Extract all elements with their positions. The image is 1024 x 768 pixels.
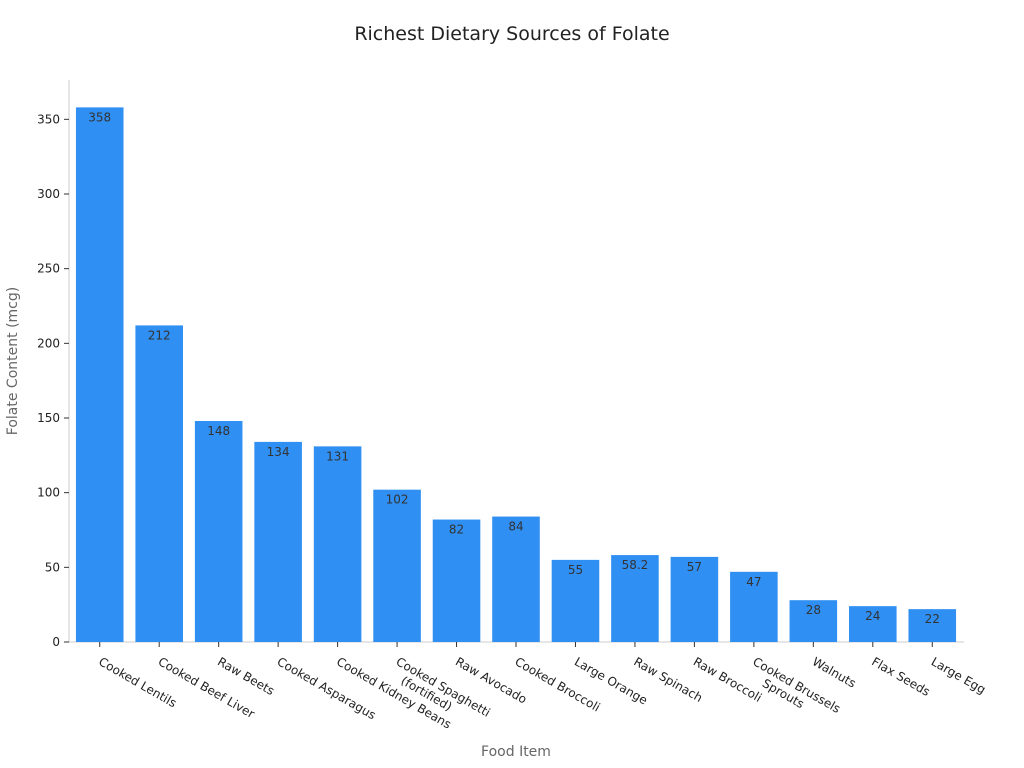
value-label: 28 (806, 603, 821, 617)
value-label: 148 (207, 424, 230, 438)
value-label: 358 (88, 110, 111, 124)
x-tick-label: Cooked Beef Liver (156, 654, 257, 721)
bar (313, 446, 362, 642)
value-label: 55 (568, 563, 583, 577)
bar (373, 489, 421, 642)
bar (611, 555, 659, 642)
bar (670, 556, 719, 642)
y-axis-title: Folate Content (mcg) (5, 287, 21, 435)
value-label: 47 (746, 575, 761, 589)
value-label: 131 (326, 449, 349, 463)
bar (432, 519, 481, 642)
bar (135, 325, 183, 642)
y-tick-label: 50 (45, 560, 60, 574)
y-tick-label: 100 (37, 486, 60, 500)
x-axis-title: Food Item (481, 744, 551, 760)
value-label: 58.2 (622, 558, 649, 572)
x-tick-label: Flax Seeds (869, 654, 932, 699)
value-label: 134 (267, 445, 290, 459)
value-label: 82 (449, 523, 464, 537)
bar (789, 600, 838, 642)
value-label: 22 (925, 612, 940, 626)
y-tick-label: 350 (37, 112, 60, 126)
chart-title: Richest Dietary Sources of Folate (354, 23, 669, 45)
value-label: 24 (865, 609, 880, 623)
x-tick-label: Large Egg (929, 654, 988, 696)
value-label: 102 (386, 493, 409, 507)
value-label: 212 (148, 328, 171, 342)
bar (492, 516, 540, 642)
x-tick-label: Cooked Asparagus (275, 654, 379, 722)
value-label: 84 (508, 520, 523, 534)
bar (849, 606, 897, 642)
y-tick-label: 150 (37, 411, 60, 425)
bar (730, 571, 778, 642)
x-tick-label: Walnuts (810, 654, 859, 690)
y-tick-label: 250 (37, 262, 60, 276)
bar (194, 420, 243, 642)
bar (908, 609, 957, 642)
y-tick-label: 300 (37, 187, 60, 201)
bar (551, 559, 600, 642)
bar (75, 107, 124, 643)
y-tick-label: 200 (37, 336, 60, 350)
y-tick-label: 0 (52, 635, 60, 649)
value-label: 57 (687, 560, 702, 574)
bar (254, 441, 302, 642)
